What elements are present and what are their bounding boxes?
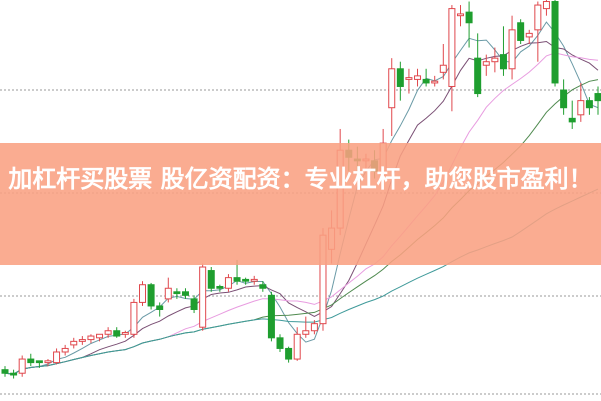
candle-down xyxy=(499,54,507,70)
candle-down xyxy=(517,22,525,41)
candle-up xyxy=(250,278,258,282)
candle-down xyxy=(216,285,224,289)
candle-up xyxy=(104,330,112,335)
headline-banner xyxy=(0,143,601,265)
candle-down xyxy=(594,93,601,102)
candle-down xyxy=(267,294,275,339)
candle-up xyxy=(310,323,318,332)
candle-up xyxy=(508,29,516,70)
candle-down xyxy=(396,68,404,87)
candle-up xyxy=(456,13,464,17)
candle-up xyxy=(293,333,301,360)
candle-up xyxy=(224,277,232,289)
candle-up xyxy=(439,64,447,73)
candle-down xyxy=(285,347,293,360)
candle-up xyxy=(139,284,147,303)
candle-down xyxy=(207,270,215,289)
candle-up xyxy=(78,339,86,342)
candle-up xyxy=(121,332,129,335)
candle-up xyxy=(414,75,422,80)
candle-up xyxy=(70,340,78,346)
candle-down xyxy=(568,117,576,123)
candle-down xyxy=(10,372,18,376)
candle-up xyxy=(53,351,61,364)
ma10-line xyxy=(4,40,599,375)
candle-down xyxy=(156,305,164,310)
candle-down xyxy=(233,277,241,282)
candle-up xyxy=(491,57,499,63)
candle-down xyxy=(181,291,189,296)
candle-up xyxy=(448,8,456,87)
candle-down xyxy=(242,278,250,282)
candle-up xyxy=(96,333,104,339)
candle-down xyxy=(35,360,43,364)
candle-up xyxy=(534,4,542,31)
candle-down xyxy=(551,1,559,84)
candle-down xyxy=(422,78,430,84)
candle-up xyxy=(388,68,396,109)
candle-down xyxy=(474,57,482,95)
headline-text: 加杠杆买股票 股亿资配资：专业杠杆，助您股市盈利！ xyxy=(8,165,593,193)
candle-up xyxy=(18,358,26,374)
candle-up xyxy=(44,360,52,364)
candle-down xyxy=(276,337,284,349)
candle-up xyxy=(87,335,95,341)
candle-down xyxy=(27,358,35,364)
candle-up xyxy=(431,80,439,84)
candle-down xyxy=(259,284,267,289)
candle-up xyxy=(164,287,172,300)
candle-up xyxy=(199,266,207,328)
candle-up xyxy=(61,347,69,353)
candle-up xyxy=(542,1,550,10)
candle-down xyxy=(173,291,181,295)
candle-up xyxy=(482,61,490,66)
candle-down xyxy=(585,100,593,109)
candle-up xyxy=(302,330,310,335)
ma5-line xyxy=(4,21,599,375)
candle-down xyxy=(147,284,155,307)
candle-up xyxy=(130,301,138,335)
candle-down xyxy=(113,330,121,337)
candle-down xyxy=(1,369,9,374)
candle-down xyxy=(190,298,198,311)
candle-up xyxy=(405,77,413,80)
candle-down xyxy=(465,11,473,24)
candle-up xyxy=(525,32,533,38)
candle-down xyxy=(560,89,568,109)
candle-up xyxy=(577,100,585,116)
